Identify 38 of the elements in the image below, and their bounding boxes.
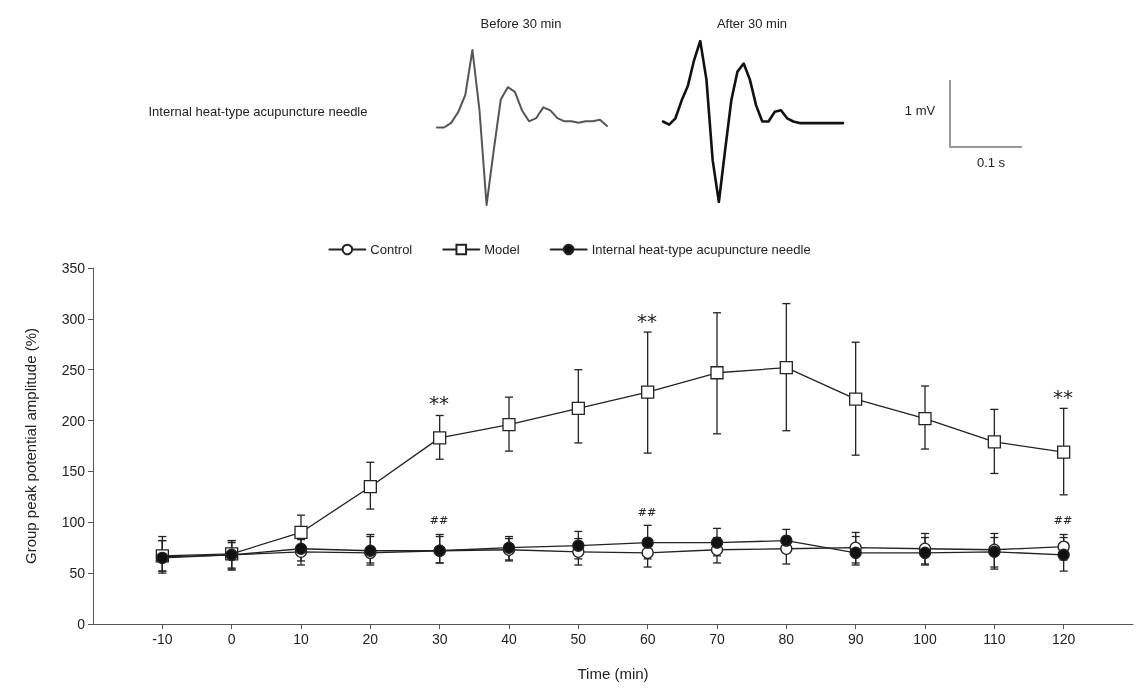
annotation: ** — [637, 309, 657, 333]
y-tick-label: 200 — [61, 412, 86, 429]
x-tick-label: 0 — [227, 631, 236, 647]
x-tick-label: -10 — [152, 631, 173, 647]
y-tick-label: 250 — [61, 361, 86, 378]
legend-label: Control — [370, 242, 413, 257]
x-tick-label: 20 — [362, 631, 379, 647]
x-tick-label: 80 — [778, 631, 795, 647]
annotation: ## — [1053, 514, 1073, 527]
x-tick-label: 120 — [1051, 631, 1076, 647]
x-tick-label: 90 — [847, 631, 864, 647]
chart-title: Before 30 min — [480, 16, 562, 31]
x-axis-title: Time (min) — [577, 665, 649, 682]
x-tick-label: 50 — [570, 631, 587, 647]
y-tick-label: 50 — [69, 565, 86, 582]
text: 0.1 s — [976, 155, 1006, 170]
x-tick-label: 30 — [431, 631, 448, 647]
text: 1 mV — [904, 103, 936, 118]
y-tick-label: 100 — [61, 514, 86, 531]
legend-label: Model — [484, 242, 520, 257]
text: Internal heat-type acupuncture needle — [148, 104, 368, 119]
y-tick-label: 350 — [61, 260, 86, 276]
x-tick-label: 70 — [709, 631, 725, 647]
x-tick-label: 60 — [639, 631, 656, 647]
x-tick-label: 10 — [293, 631, 309, 647]
annotation: ## — [429, 514, 449, 527]
y-axis-title: Group peak potential amplitude (%) — [22, 328, 39, 564]
legend-label: Internal heat-type acupuncture needle — [591, 242, 811, 257]
x-tick-label: 40 — [501, 631, 517, 647]
y-tick-label: 300 — [61, 310, 86, 327]
y-tick-label: 0 — [77, 616, 86, 632]
y-tick-label: 150 — [61, 463, 86, 480]
x-tick-label: 100 — [913, 631, 937, 647]
annotation: ** — [1053, 385, 1073, 409]
annotation: ## — [637, 506, 657, 519]
x-tick-label: 110 — [983, 631, 1006, 647]
annotation: ** — [429, 391, 449, 415]
chart-title: After 30 min — [716, 16, 788, 31]
